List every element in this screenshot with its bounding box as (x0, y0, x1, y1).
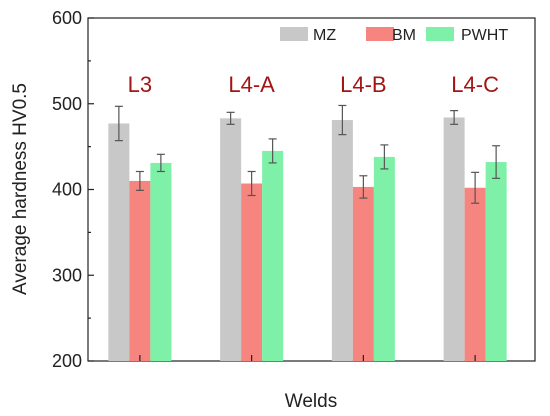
bar-mz-l4-c (443, 117, 465, 361)
bar-mz-l4-a (220, 118, 242, 361)
y-tick-label: 600 (52, 8, 82, 28)
legend-swatch-pwht (426, 27, 454, 41)
legend-swatch-bm (366, 27, 394, 41)
x-axis-label: Welds (285, 391, 337, 412)
y-tick-label: 500 (52, 94, 82, 114)
legend-swatch-mz (280, 27, 308, 41)
bar-pwht-l4-b (373, 156, 395, 361)
legend-label-bm: BM (392, 27, 416, 44)
bar-bm-l3 (129, 180, 151, 361)
legend-label-mz: MZ (313, 27, 336, 44)
y-tick-label: 300 (52, 265, 82, 285)
bar-pwht-l4-c (485, 162, 507, 361)
bar-bm-l4-a (241, 183, 263, 361)
bar-pwht-l3 (150, 162, 172, 361)
bar-bm-l4-c (464, 187, 486, 361)
bar-mz-l3 (108, 123, 130, 361)
legend: MZ BM PWHT (280, 27, 508, 44)
group-label-l4-a: L4-A (228, 72, 275, 97)
group-labels: L3 L4-A L4-B L4-C (128, 72, 499, 97)
group-label-l3: L3 (128, 72, 152, 97)
y-tick-label: 400 (52, 180, 82, 200)
group-label-l4-b: L4-B (340, 72, 386, 97)
bar-bm-l4-b (352, 186, 374, 361)
legend-label-pwht: PWHT (461, 27, 508, 44)
y-axis: 200 300 400 500 600 (52, 8, 476, 371)
bars-layer (108, 104, 507, 361)
y-axis-label: Average hardness HV0.5 (10, 83, 31, 295)
y-tick-label: 200 (52, 351, 82, 371)
group-label-l4-c: L4-C (451, 72, 499, 97)
bar-pwht-l4-a (262, 150, 284, 361)
bar-mz-l4-b (331, 120, 353, 361)
